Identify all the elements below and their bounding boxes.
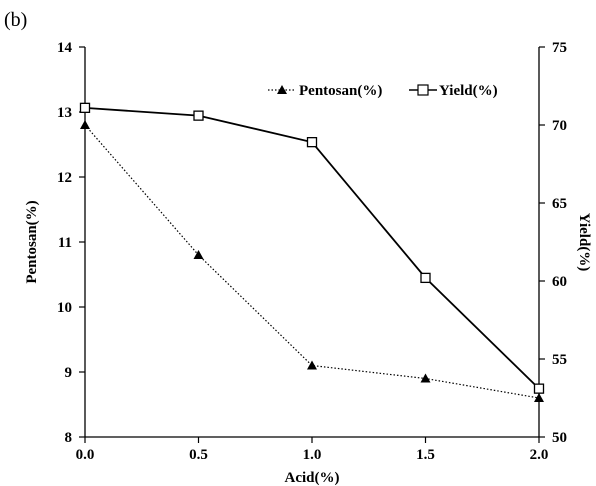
panel-label: (b) xyxy=(4,9,27,31)
left-y-tick-label: 9 xyxy=(65,365,73,381)
left-y-tick-label: 14 xyxy=(57,40,73,56)
x-tick-label: 2.0 xyxy=(530,447,549,463)
pentosan-point xyxy=(307,360,317,370)
right-y-tick-label: 55 xyxy=(552,352,567,368)
pentosan-point xyxy=(534,393,544,402)
right-y-tick-label: 75 xyxy=(552,40,567,56)
left-y-tick-label: 8 xyxy=(65,430,73,446)
left-y-tick-label: 11 xyxy=(58,235,72,251)
x-tick-label: 0.5 xyxy=(189,447,208,463)
pentosan-point xyxy=(420,373,431,383)
yield-point xyxy=(306,137,318,148)
right-y-axis-label: Yield(%) xyxy=(576,213,592,272)
yield-point xyxy=(420,272,431,284)
yield-point xyxy=(193,110,204,121)
left-y-tick-label: 10 xyxy=(57,300,72,316)
pentosan-series-line xyxy=(84,124,540,399)
left-y-tick-label: 13 xyxy=(57,105,72,121)
legend-marker-pentosan xyxy=(277,85,287,94)
yield-point xyxy=(79,102,91,113)
right-y-tick-label: 65 xyxy=(552,196,567,212)
x-tick-label: 0.0 xyxy=(76,447,95,463)
x-tick-label: 1.0 xyxy=(303,447,322,463)
right-y-tick-label: 60 xyxy=(552,274,567,290)
legend: Pentosan(%) Yield(%) xyxy=(268,83,498,99)
series-layer xyxy=(79,102,545,402)
yield-point xyxy=(533,383,545,394)
legend-marker-yield xyxy=(417,84,429,96)
left-y-tick-label: 12 xyxy=(57,170,72,186)
ticks: 0.0 0.5 1.0 1.5 2.0 8 9 10 11 12 13 14 50 55 60 65 70 75 xyxy=(57,40,567,463)
x-tick-label: 1.5 xyxy=(416,447,435,463)
pentosan-point xyxy=(80,120,90,129)
x-axis-label: Acid(%) xyxy=(285,470,340,486)
axes xyxy=(84,47,540,438)
legend-entry-pentosan: Pentosan(%) xyxy=(268,83,382,99)
yield-series-line xyxy=(84,106,540,390)
pentosan-point xyxy=(193,250,204,259)
legend-label-yield: Yield(%) xyxy=(439,83,498,99)
right-y-tick-label: 50 xyxy=(552,430,567,446)
legend-label-pentosan: Pentosan(%) xyxy=(299,83,382,99)
right-y-tick-label: 70 xyxy=(552,118,567,134)
left-y-axis-label: Pentosan(%) xyxy=(24,200,40,283)
legend-entry-yield: Yield(%) xyxy=(409,83,498,99)
